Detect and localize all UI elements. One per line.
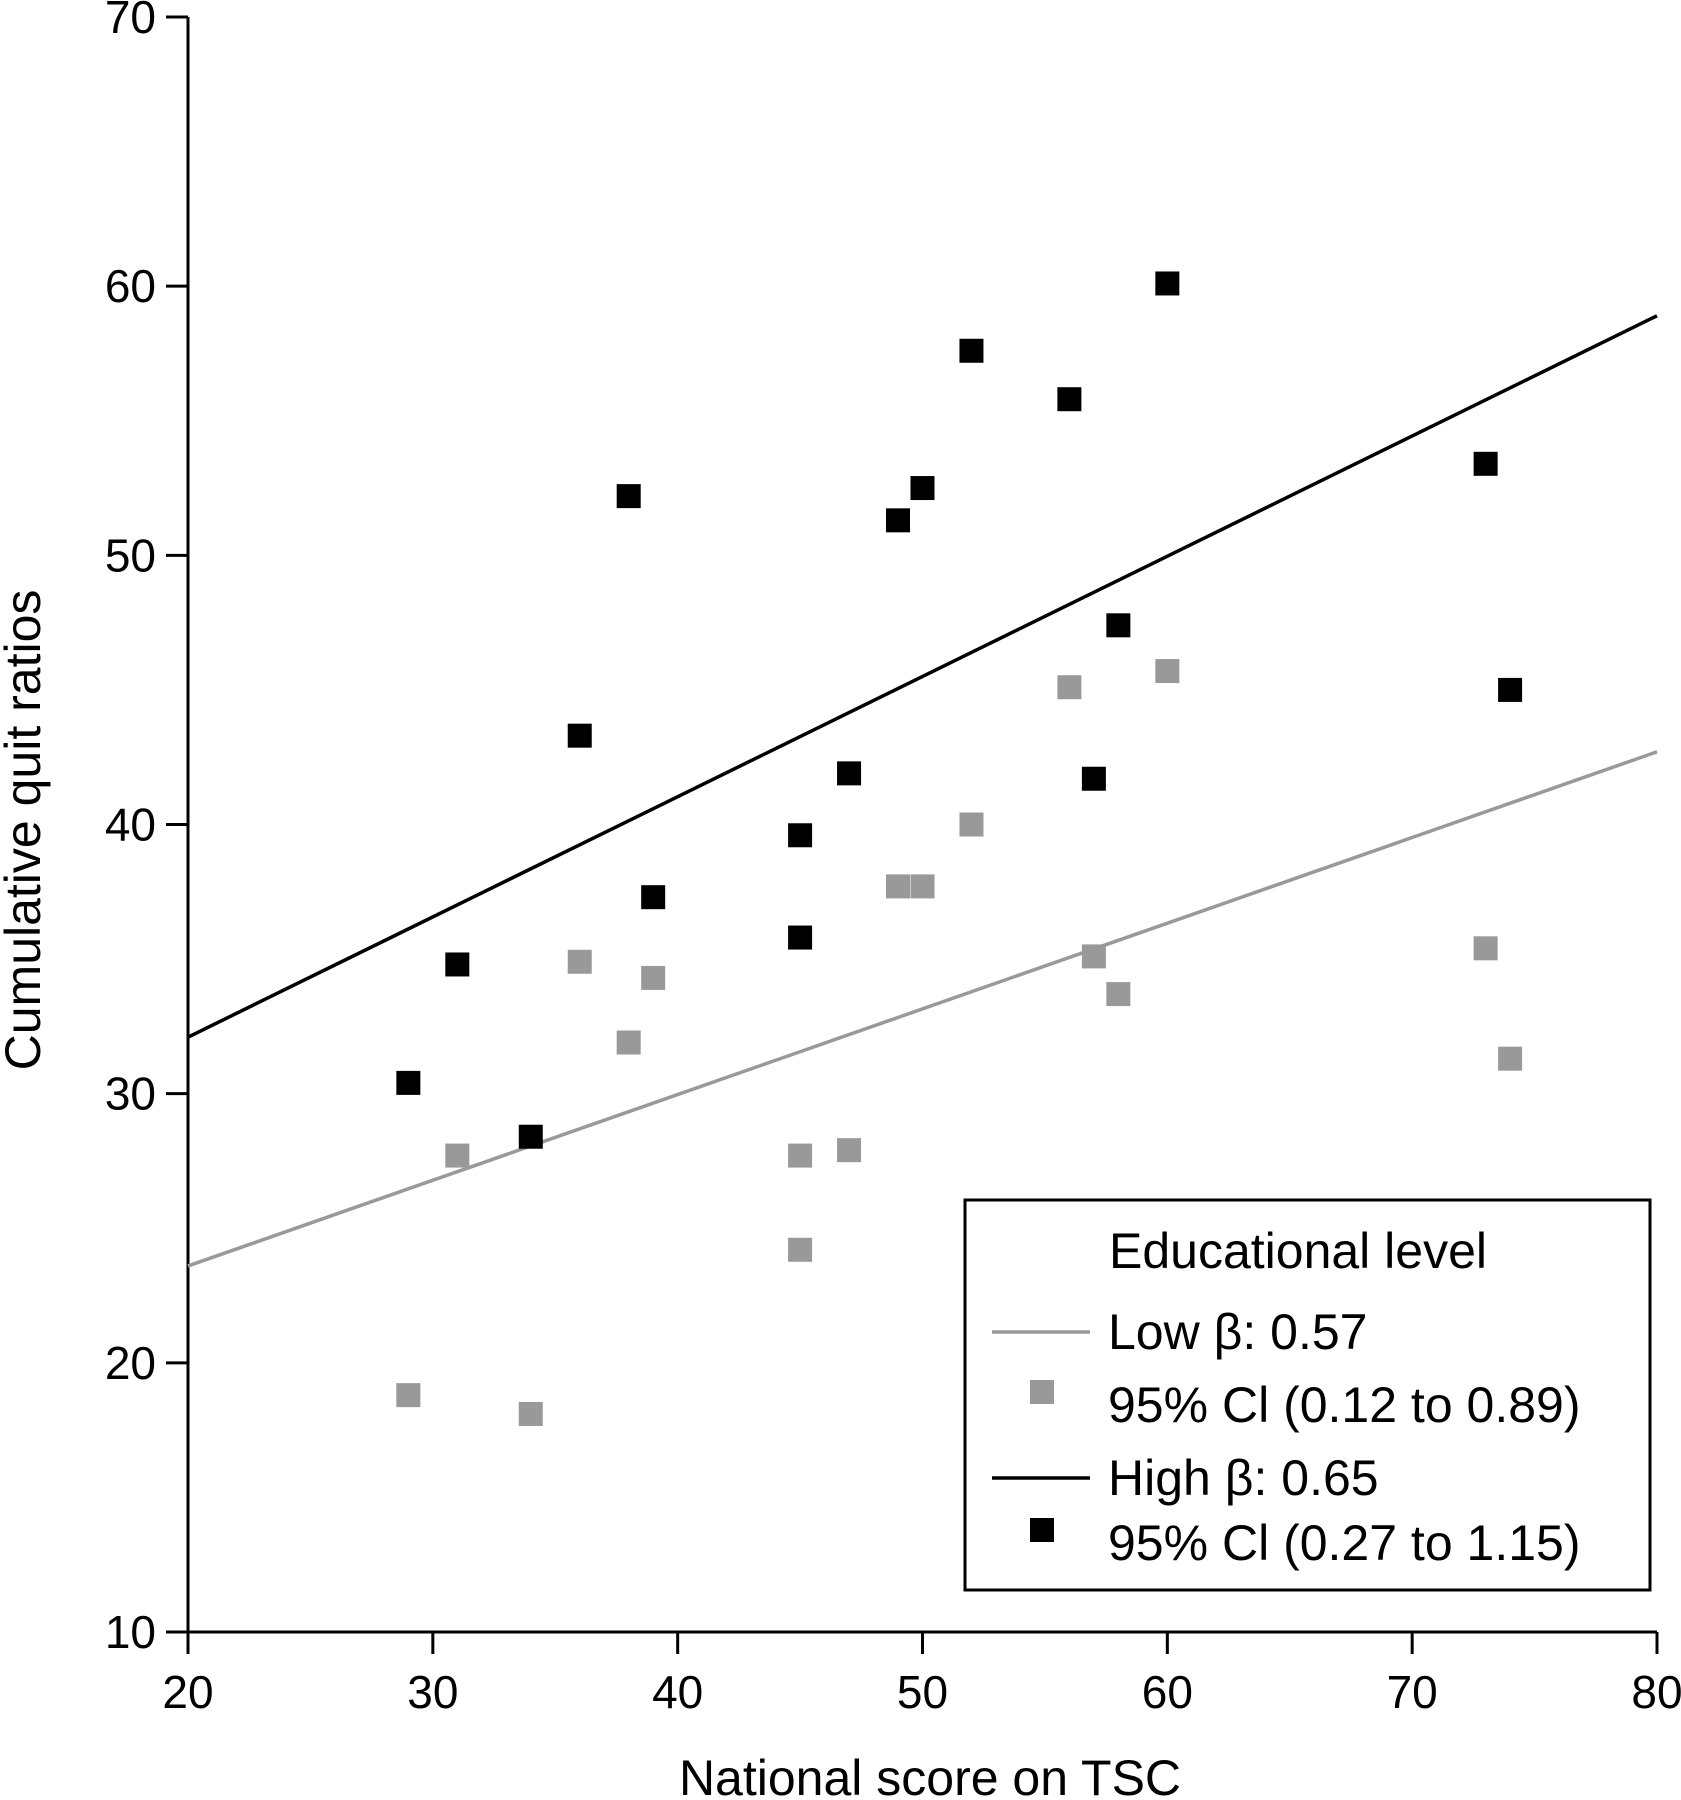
legend-marker-swatch — [1030, 1518, 1054, 1542]
legend-entry-label: 95% Cl (0.27 to 1.15) — [1108, 1515, 1581, 1571]
high-education-point — [788, 823, 813, 848]
low-education-point — [1498, 1046, 1523, 1071]
regression-lines — [187, 314, 1658, 1268]
x-tick-label: 60 — [1142, 1666, 1193, 1718]
legend-title: Educational level — [1109, 1223, 1487, 1279]
high-education-point — [1081, 766, 1106, 791]
low-education-point — [396, 1383, 421, 1408]
low-education-point — [1473, 936, 1498, 961]
y-tick-label: 60 — [105, 260, 156, 312]
low-education-point — [788, 1237, 813, 1262]
low-education-point — [788, 1143, 813, 1168]
high-education-point — [1057, 387, 1082, 412]
low-education-point — [837, 1138, 862, 1163]
x-tick-label: 50 — [897, 1666, 948, 1718]
legend-entry-label: Low β: 0.57 — [1108, 1304, 1367, 1360]
x-tick-label: 40 — [652, 1666, 703, 1718]
x-tick-label: 70 — [1387, 1666, 1438, 1718]
high-education-point — [788, 925, 813, 950]
legend: Educational level Low β: 0.57 95% Cl (0.1… — [963, 1198, 1652, 1592]
y-tick-label: 40 — [105, 799, 156, 851]
high-education-point — [641, 885, 666, 910]
low-education-point — [910, 874, 935, 899]
low-education-point — [1057, 675, 1082, 700]
low-education-point — [1106, 982, 1131, 1007]
high-education-point — [1473, 451, 1498, 476]
legend-entry-label: 95% Cl (0.12 to 0.89) — [1108, 1377, 1581, 1433]
low-education-point — [518, 1401, 543, 1426]
data-points — [396, 271, 1523, 1426]
high-education-point — [1155, 271, 1180, 296]
high-education-point — [1498, 677, 1523, 702]
low-education-point — [1155, 659, 1180, 684]
low-education-point — [616, 1030, 641, 1055]
x-axis-title: National score on TSC — [679, 1750, 1181, 1800]
high-education-point — [837, 761, 862, 786]
low-education-fit-line — [187, 750, 1658, 1268]
low-education-point — [1081, 944, 1106, 969]
y-tick-label: 10 — [105, 1606, 156, 1658]
y-tick-label: 30 — [105, 1068, 156, 1120]
high-education-point — [910, 476, 935, 501]
y-tick-label: 70 — [105, 0, 156, 43]
x-tick-label: 30 — [407, 1666, 458, 1718]
y-axis-title: Cumulative quit ratios — [0, 590, 51, 1071]
low-education-point — [567, 949, 592, 974]
high-education-point — [1106, 613, 1131, 638]
low-education-point — [445, 1143, 470, 1168]
high-education-point — [445, 952, 470, 977]
legend-marker-swatch — [1030, 1380, 1054, 1404]
legend-entry-label: High β: 0.65 — [1108, 1450, 1379, 1506]
high-education-point — [616, 484, 641, 509]
high-education-point — [396, 1070, 421, 1095]
high-education-point — [567, 723, 592, 748]
y-tick-label: 50 — [105, 529, 156, 581]
x-tick-label: 20 — [162, 1666, 213, 1718]
high-education-fit-line — [187, 314, 1658, 1039]
low-education-point — [959, 812, 984, 837]
x-tick-label: 80 — [1631, 1666, 1681, 1718]
high-education-point — [886, 508, 911, 533]
legend-box — [963, 1198, 1652, 1592]
high-education-point — [518, 1124, 543, 1149]
low-education-point — [886, 874, 911, 899]
high-education-point — [959, 338, 984, 363]
legend-entries: Low β: 0.57 95% Cl (0.12 to 0.89) High β: … — [992, 1304, 1581, 1571]
y-tick-label: 20 — [105, 1337, 156, 1389]
low-education-point — [641, 965, 666, 990]
